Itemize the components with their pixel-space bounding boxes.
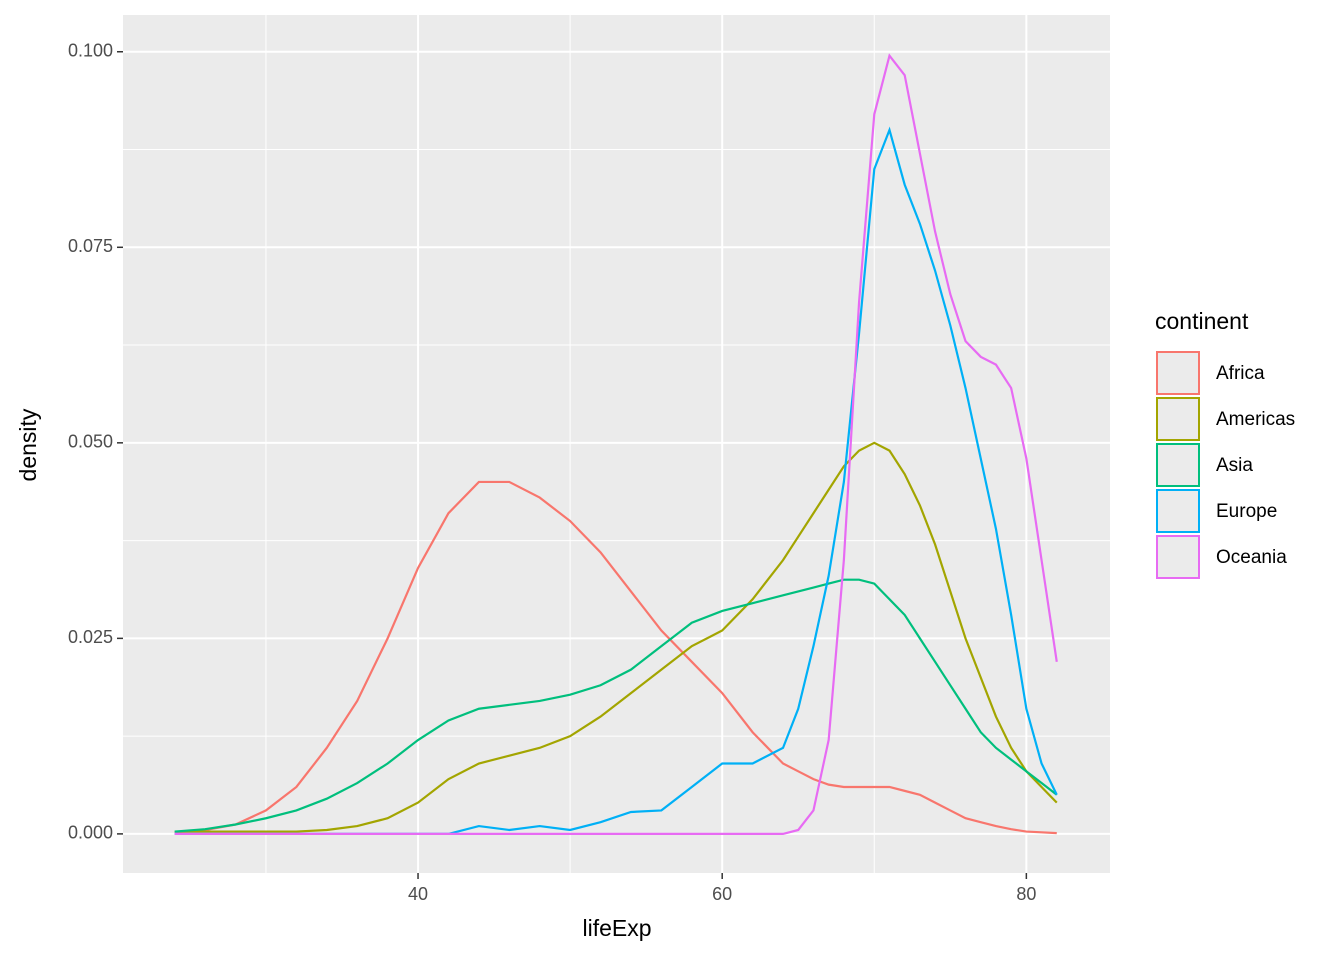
legend-key	[1156, 351, 1200, 395]
y-tick-label: 0.000	[68, 823, 113, 843]
density-line	[174, 441, 1058, 833]
density-line	[174, 53, 1058, 835]
legend-key	[1156, 397, 1200, 441]
x-tick-label: 80	[1016, 884, 1036, 904]
legend-label: Asia	[1216, 455, 1253, 476]
y-tick-label: 0.100	[68, 41, 113, 61]
legend-label: Oceania	[1216, 547, 1287, 568]
density-line	[174, 578, 1058, 833]
legend-title: continent	[1155, 308, 1249, 334]
density-line	[174, 480, 1057, 835]
legend-label: Europe	[1216, 501, 1277, 522]
y-axis-label: density	[15, 408, 41, 481]
legend-key	[1156, 443, 1200, 487]
y-tick-label: 0.025	[68, 627, 113, 647]
legend-key	[1156, 535, 1200, 579]
x-tick-label: 40	[408, 884, 428, 904]
x-tick-label: 60	[712, 884, 732, 904]
y-tick-label: 0.050	[68, 432, 113, 452]
legend-key	[1156, 489, 1200, 533]
panel	[123, 15, 1110, 873]
legend-label: Africa	[1216, 363, 1265, 384]
legend-label: Americas	[1216, 409, 1295, 430]
y-tick-label: 0.075	[68, 236, 113, 256]
x-axis-label: lifeExp	[582, 915, 651, 941]
